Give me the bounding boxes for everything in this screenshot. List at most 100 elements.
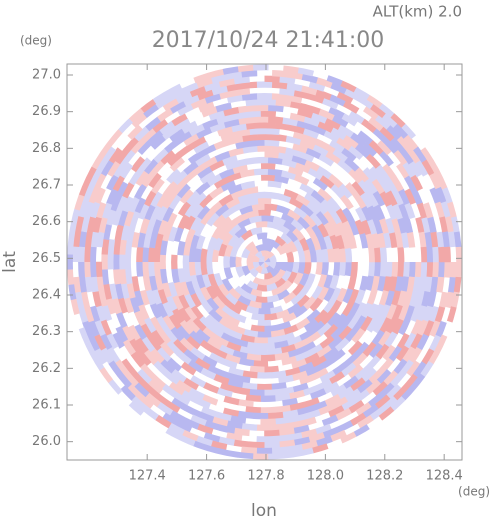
echo-cell [115,181,129,198]
echo-cell [435,173,448,190]
echo-cell [354,167,370,183]
echo-cell [307,343,324,357]
echo-cell [274,393,291,402]
echo-cell [305,364,322,377]
echo-cell [329,94,347,107]
echo-cell [174,392,191,406]
echo-cell [192,192,207,207]
echo-cell [303,128,320,139]
echo-cell [128,169,143,186]
echo-cell [361,141,378,157]
echo-cell [379,357,394,374]
echo-cell [317,187,332,202]
echo-cell [72,276,81,293]
echo-cell [310,388,327,400]
echo-cell [208,201,223,215]
echo-cell [271,133,288,142]
echo-cell [351,180,366,197]
echo-cell [151,289,162,305]
echo-cell [429,334,442,352]
echo-cell [267,335,282,344]
echo-cell [373,218,384,235]
echo-cell [189,292,202,308]
echo-cell [327,335,343,351]
y-tick-label: 26.7 [32,178,61,193]
echo-cell [374,247,382,263]
echo-cell [167,281,178,298]
echo-cell [401,385,417,401]
echo-cell [289,197,304,209]
echo-cell [402,346,416,363]
echo-cell [260,418,276,426]
echo-cell [264,257,271,263]
echo-cell [291,262,300,274]
y-tick-label: 26.2 [32,361,61,376]
echo-cell [298,361,315,374]
echo-cell [241,265,251,276]
echo-cell [112,175,125,192]
echo-cell [382,113,398,129]
echo-cell [296,120,313,131]
echo-cell [167,226,178,242]
echo-cell [188,123,205,137]
echo-cell [272,70,288,78]
echo-cell [261,301,275,309]
echo-cell [128,401,145,417]
echo-cell [163,327,178,344]
echo-cell [133,382,150,398]
echo-cell [423,320,435,337]
x-tick-label: 128.4 [426,469,463,484]
echo-cell [428,348,442,365]
echo-cell [67,238,75,255]
echo-cell [410,174,423,192]
echo-cell [316,345,332,359]
echo-cell [249,389,265,397]
echo-cell [246,280,259,291]
echo-cell [240,229,253,241]
echo-cell [411,188,423,206]
echo-cell [321,414,339,427]
echo-cell [147,129,164,145]
echo-cell [142,103,160,118]
echo-cell [169,100,187,114]
echo-cell [200,248,208,262]
echo-cell [347,275,357,291]
echo-cell [424,231,433,248]
echo-cell [168,88,186,101]
echo-cell [271,145,287,154]
echo-cell [260,354,276,362]
echo-cell [382,344,397,361]
echo-cell [292,283,305,297]
echo-field [67,64,462,460]
echo-cell [156,347,172,363]
echo-cell [341,397,358,411]
echo-cell [124,136,139,153]
echo-cell [376,369,392,385]
echo-cell [166,340,181,356]
echo-cell [330,222,342,238]
echo-cell [324,394,341,407]
echo-cell [195,274,206,289]
echo-cell [293,206,308,219]
echo-cell [237,410,254,419]
echo-cell [276,269,287,280]
echo-cell [242,370,258,379]
echo-cell [283,188,299,200]
echo-cell [222,449,239,459]
echo-cell [165,427,182,441]
echo-cell [149,191,163,208]
echo-cell [168,194,182,210]
echo-cell [147,172,162,189]
echo-cell [213,176,230,189]
echo-cell [312,177,329,191]
echo-cell [253,104,269,112]
echo-cell [145,218,156,235]
echo-cell [310,124,327,136]
echo-cell [378,406,395,421]
echo-cell [266,265,275,274]
echo-cell [410,319,423,336]
echo-cell [315,435,333,447]
echo-cell [250,324,265,333]
echo-cell [223,255,231,269]
echo-cell [270,267,280,278]
